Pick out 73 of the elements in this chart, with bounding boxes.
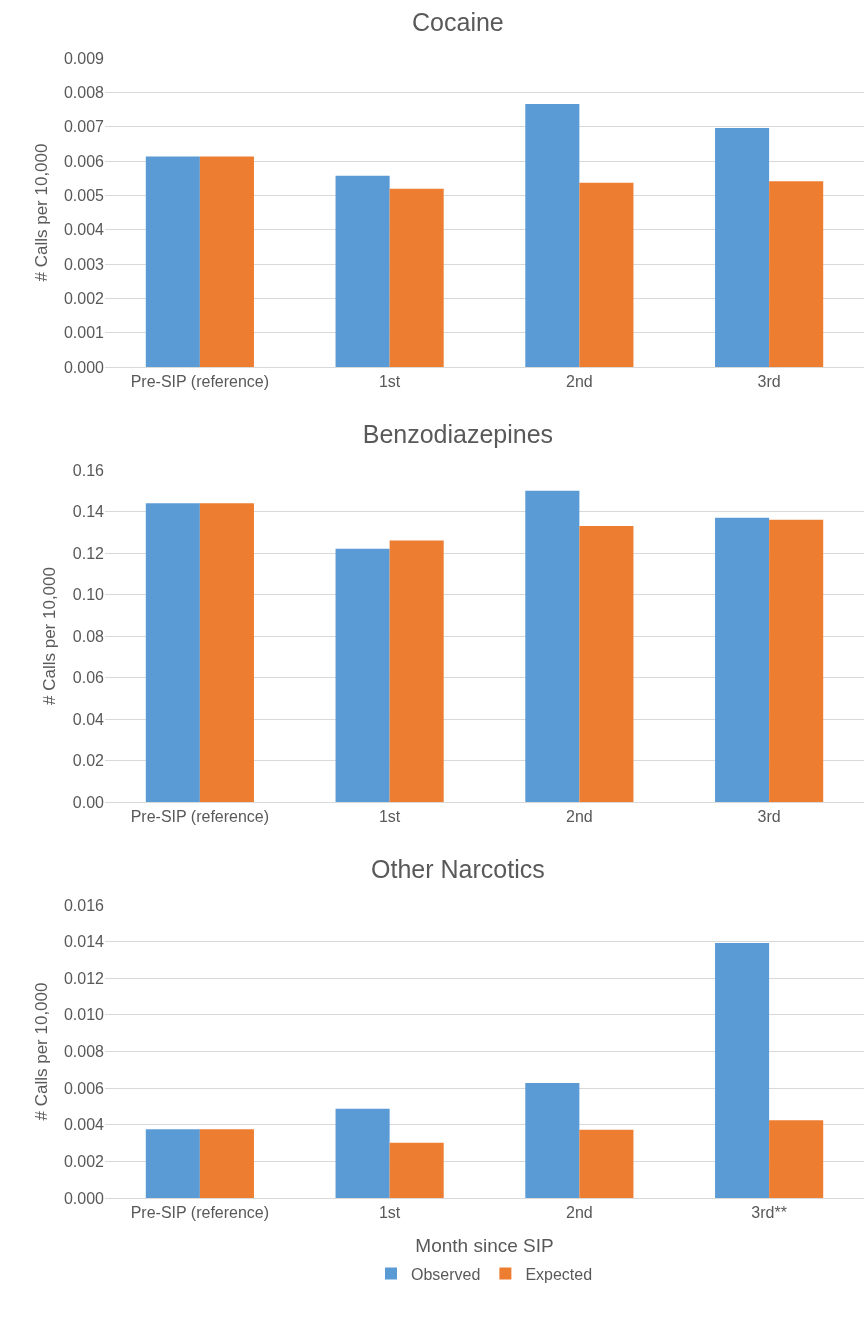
- y-axis-title: # Calls per 10,000: [31, 143, 51, 282]
- bar: [389, 188, 444, 367]
- bar: [769, 181, 824, 367]
- y-tick-label: 0.002: [63, 1152, 105, 1170]
- y-tick-label: 0.002: [63, 289, 105, 307]
- x-tick-label: Pre-SIP (reference): [130, 373, 270, 391]
- y-tick-label: 0.08: [72, 627, 105, 645]
- y-tick-label: 0.14: [72, 503, 105, 521]
- y-tick-label: 0.02: [72, 752, 105, 770]
- bar: [145, 156, 200, 367]
- y-tick-label: 0.000: [63, 358, 105, 376]
- x-axis-title: Month since SIP: [415, 1235, 554, 1256]
- x-tick-label: 2nd: [566, 373, 593, 391]
- y-tick-label: 0.008: [63, 83, 105, 101]
- y-tick-label: 0.012: [63, 969, 105, 987]
- x-tick-label: 1st: [378, 373, 401, 391]
- y-tick-label: 0.000: [63, 1189, 105, 1207]
- y-tick-label: 0.06: [72, 669, 105, 687]
- y-tick-label: 0.12: [72, 544, 105, 562]
- y-tick-label: 0.008: [63, 1043, 105, 1061]
- bar: [145, 1129, 200, 1198]
- y-tick-label: 0.16: [72, 461, 105, 479]
- x-tick-label: Pre-SIP (reference): [130, 808, 270, 826]
- bar: [335, 548, 390, 802]
- bar: [525, 490, 580, 802]
- bar: [525, 1083, 580, 1198]
- x-tick-label: 3rd: [757, 373, 781, 391]
- chart-title: Benzodiazepines: [362, 419, 554, 448]
- y-tick-label: 0.10: [72, 586, 105, 604]
- y-axis-title: # Calls per 10,000: [31, 982, 51, 1121]
- y-tick-label: 0.010: [63, 1006, 105, 1024]
- bar: [389, 1142, 444, 1198]
- bar: [199, 503, 254, 802]
- x-tick-label: 1st: [378, 1204, 401, 1222]
- bar: [579, 526, 634, 802]
- y-axis-title: # Calls per 10,000: [40, 567, 60, 705]
- x-tick-label: 3rd: [757, 808, 781, 826]
- bar: [335, 175, 390, 367]
- y-tick-label: 0.006: [63, 152, 105, 170]
- x-tick-label: Pre-SIP (reference): [130, 1204, 270, 1222]
- x-tick-label: 2nd: [566, 1204, 593, 1222]
- y-tick-label: 0.001: [63, 324, 105, 342]
- bar: [715, 942, 770, 1198]
- y-tick-label: 0.004: [63, 1116, 105, 1134]
- x-tick-label: 2nd: [566, 808, 593, 826]
- y-tick-label: 0.004: [63, 221, 105, 239]
- bar: [769, 1120, 824, 1198]
- y-tick-label: 0.014: [63, 933, 105, 951]
- y-tick-label: 0.003: [63, 255, 105, 273]
- y-tick-label: 0.009: [63, 49, 105, 67]
- y-tick-label: 0.00: [72, 793, 105, 811]
- legend-label: Observed: [411, 1265, 481, 1283]
- y-tick-label: 0.007: [63, 118, 105, 136]
- y-tick-label: 0.006: [63, 1079, 105, 1097]
- x-tick-label: 1st: [378, 808, 401, 826]
- bar: [145, 503, 200, 802]
- chart-title: Cocaine: [412, 7, 504, 36]
- bar: [199, 156, 254, 367]
- bar: [579, 1129, 634, 1198]
- bar: [769, 519, 824, 802]
- bar: [335, 1108, 390, 1198]
- bar: [199, 1129, 254, 1198]
- legend-label: Expected: [525, 1265, 593, 1283]
- bar: [525, 104, 580, 367]
- bar: [389, 540, 444, 802]
- chart-title: Other Narcotics: [371, 854, 545, 883]
- y-tick-label: 0.04: [72, 710, 105, 728]
- y-tick-label: 0.005: [63, 186, 105, 204]
- bar: [715, 517, 770, 802]
- y-tick-label: 0.016: [63, 896, 105, 914]
- bar: [579, 182, 634, 367]
- x-tick-label: 3rd**: [751, 1204, 787, 1222]
- bar: [715, 128, 770, 367]
